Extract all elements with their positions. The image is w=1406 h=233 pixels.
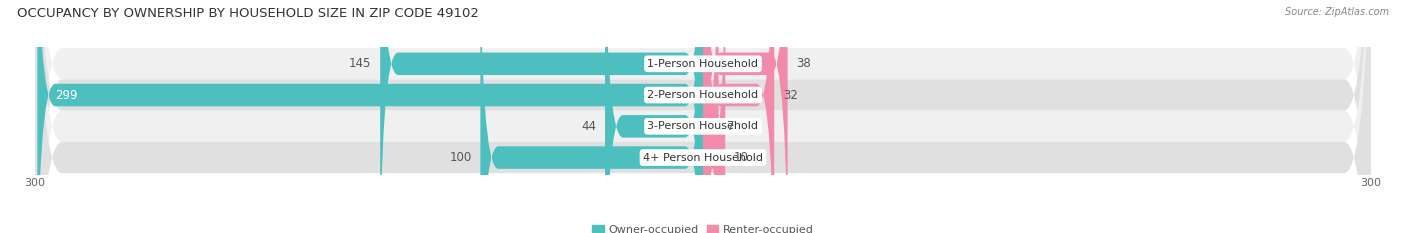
Text: 4+ Person Household: 4+ Person Household [643,153,763,163]
FancyBboxPatch shape [35,0,1371,233]
Text: 32: 32 [783,89,799,102]
FancyBboxPatch shape [380,0,703,233]
FancyBboxPatch shape [700,0,721,233]
Text: 7: 7 [727,120,735,133]
Text: 44: 44 [581,120,596,133]
FancyBboxPatch shape [703,0,725,233]
FancyBboxPatch shape [605,0,703,233]
Text: 299: 299 [55,89,77,102]
FancyBboxPatch shape [703,0,787,233]
Text: 2-Person Household: 2-Person Household [647,90,759,100]
Text: Source: ZipAtlas.com: Source: ZipAtlas.com [1285,7,1389,17]
FancyBboxPatch shape [35,0,1371,233]
Legend: Owner-occupied, Renter-occupied: Owner-occupied, Renter-occupied [588,220,818,233]
FancyBboxPatch shape [481,0,703,233]
FancyBboxPatch shape [703,0,775,233]
Text: 38: 38 [796,57,811,70]
Text: 145: 145 [349,57,371,70]
FancyBboxPatch shape [38,0,703,233]
Text: OCCUPANCY BY OWNERSHIP BY HOUSEHOLD SIZE IN ZIP CODE 49102: OCCUPANCY BY OWNERSHIP BY HOUSEHOLD SIZE… [17,7,479,20]
Text: 3-Person Household: 3-Person Household [648,121,758,131]
Text: 1-Person Household: 1-Person Household [648,59,758,69]
FancyBboxPatch shape [35,0,1371,233]
FancyBboxPatch shape [35,0,1371,233]
Text: 10: 10 [734,151,749,164]
Text: 100: 100 [450,151,471,164]
